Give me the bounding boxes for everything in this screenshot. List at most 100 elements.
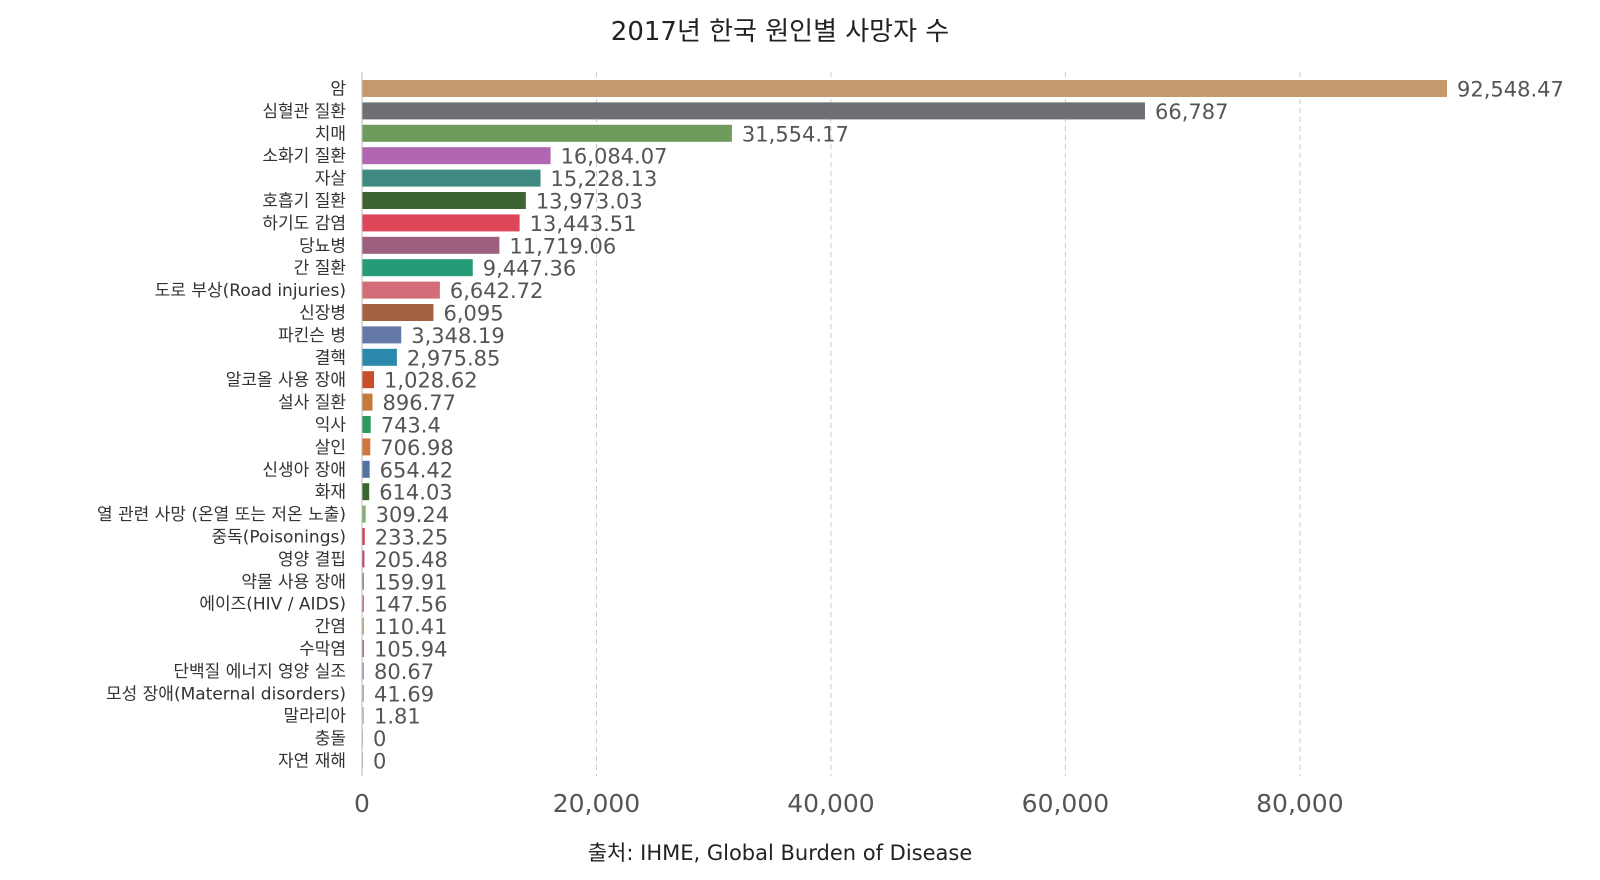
x-axis-ticks: 0 20,000 40,000 60,000 80,000 [354,789,1344,818]
category-label: 간 질환 [294,259,346,279]
bar [362,617,364,635]
bar [362,393,373,411]
bar [362,640,364,657]
category-label: 살인 [315,438,346,458]
bar [362,550,365,568]
category-label: 단백질 에너지 영양 실조 [173,662,346,682]
bar [362,281,440,299]
gridlines [595,72,1301,776]
category-label: 수막염 [299,640,346,660]
bar [362,528,365,545]
category-label: 결핵 [315,348,346,368]
value-label: 80.67 [374,660,434,684]
bar [362,124,732,142]
value-label: 15,228.13 [551,167,658,191]
bar [362,416,371,433]
value-label: 105.94 [374,638,447,662]
value-label: 2,975.85 [407,346,501,370]
bar [362,236,500,254]
value-label: 0 [373,750,386,774]
bar [362,684,364,702]
bar [362,595,364,613]
category-label: 자연 재해 [278,752,346,772]
value-label: 66,787 [1155,100,1228,124]
category-label: 자살 [315,169,347,189]
value-label: 706.98 [380,436,453,460]
category-label: 알코올 사용 장애 [226,371,346,391]
bar [362,460,370,478]
value-label: 41.69 [374,682,434,706]
value-label: 1.81 [374,705,421,729]
category-label: 암 [330,80,346,100]
bar [362,505,366,523]
bar [362,80,1447,97]
value-label: 13,973.03 [536,190,643,214]
bar [362,214,520,232]
category-label: 설사 질환 [278,393,346,413]
category-label: 하기도 감염 [262,214,346,234]
category-label: 당뇨병 [299,236,346,256]
category-label: 간염 [315,617,346,637]
category-label: 충돌 [315,729,346,749]
bar [362,169,541,187]
bars [362,80,1447,769]
category-label: 열 관련 사망 (온열 또는 저온 노출) [97,505,346,525]
value-label: 3,348.19 [411,324,505,348]
value-label: 654.42 [380,458,453,482]
value-label: 110.41 [374,615,447,639]
value-labels: 92,548.47 66,787 31,554.17 16,084.0715,228.… [373,78,1564,774]
value-label: 205.48 [374,548,447,572]
category-label: 도로 부상(Road injuries) [155,281,346,301]
value-label: 6,642.72 [450,279,544,303]
value-label: 31,554.17 [742,122,849,146]
value-label: 13,443.51 [530,212,637,236]
category-label: 말라리아 [283,707,346,727]
category-label: 익사 [315,416,347,436]
category-label: 파킨슨 병 [278,326,346,346]
value-label: 159.91 [374,570,447,594]
bar [362,707,364,725]
value-label: 896.77 [383,391,456,415]
value-label: 9,447.36 [483,257,577,281]
value-label: 0 [373,727,386,751]
bar [362,147,551,165]
bar [362,438,371,456]
category-label: 심혈관 질환 [262,102,346,122]
value-label: 92,548.47 [1457,78,1564,102]
bar [362,348,397,366]
category-label: 호흡기 질환 [262,192,346,212]
bar [362,326,402,344]
value-label: 147.56 [374,593,447,617]
x-tick-label: 60,000 [1022,789,1109,818]
value-label: 309.24 [376,503,449,527]
x-tick-label: 0 [354,789,370,818]
category-label: 약물 사용 장애 [241,572,346,592]
category-label: 에이즈(HIV / AIDS) [199,595,346,615]
value-label: 16,084.07 [561,145,668,169]
bar [362,371,375,389]
x-tick-label: 80,000 [1256,789,1343,818]
bar [362,572,364,590]
bar [362,483,370,501]
category-label: 화재 [315,483,346,503]
category-label: 소화기 질환 [262,147,346,167]
value-label: 614.03 [379,481,452,505]
value-label: 6,095 [443,302,503,326]
source-note: 출처: IHME, Global Burden of Disease [588,841,973,865]
category-label: 영양 결핍 [278,550,346,570]
category-label: 신장병 [299,304,346,324]
bar [362,259,473,277]
category-label: 신생아 장애 [262,460,346,480]
value-label: 233.25 [375,526,448,550]
bar [362,662,364,680]
chart-title: 2017년 한국 원인별 사망자 수 [611,17,949,47]
x-tick-label: 40,000 [787,789,874,818]
category-label: 중독(Poisonings) [212,528,347,548]
bar [362,304,434,321]
bar [362,192,526,209]
value-label: 1,028.62 [384,369,478,393]
category-label: 치매 [315,124,346,144]
category-label: 모성 장애(Maternal disorders) [106,684,346,704]
